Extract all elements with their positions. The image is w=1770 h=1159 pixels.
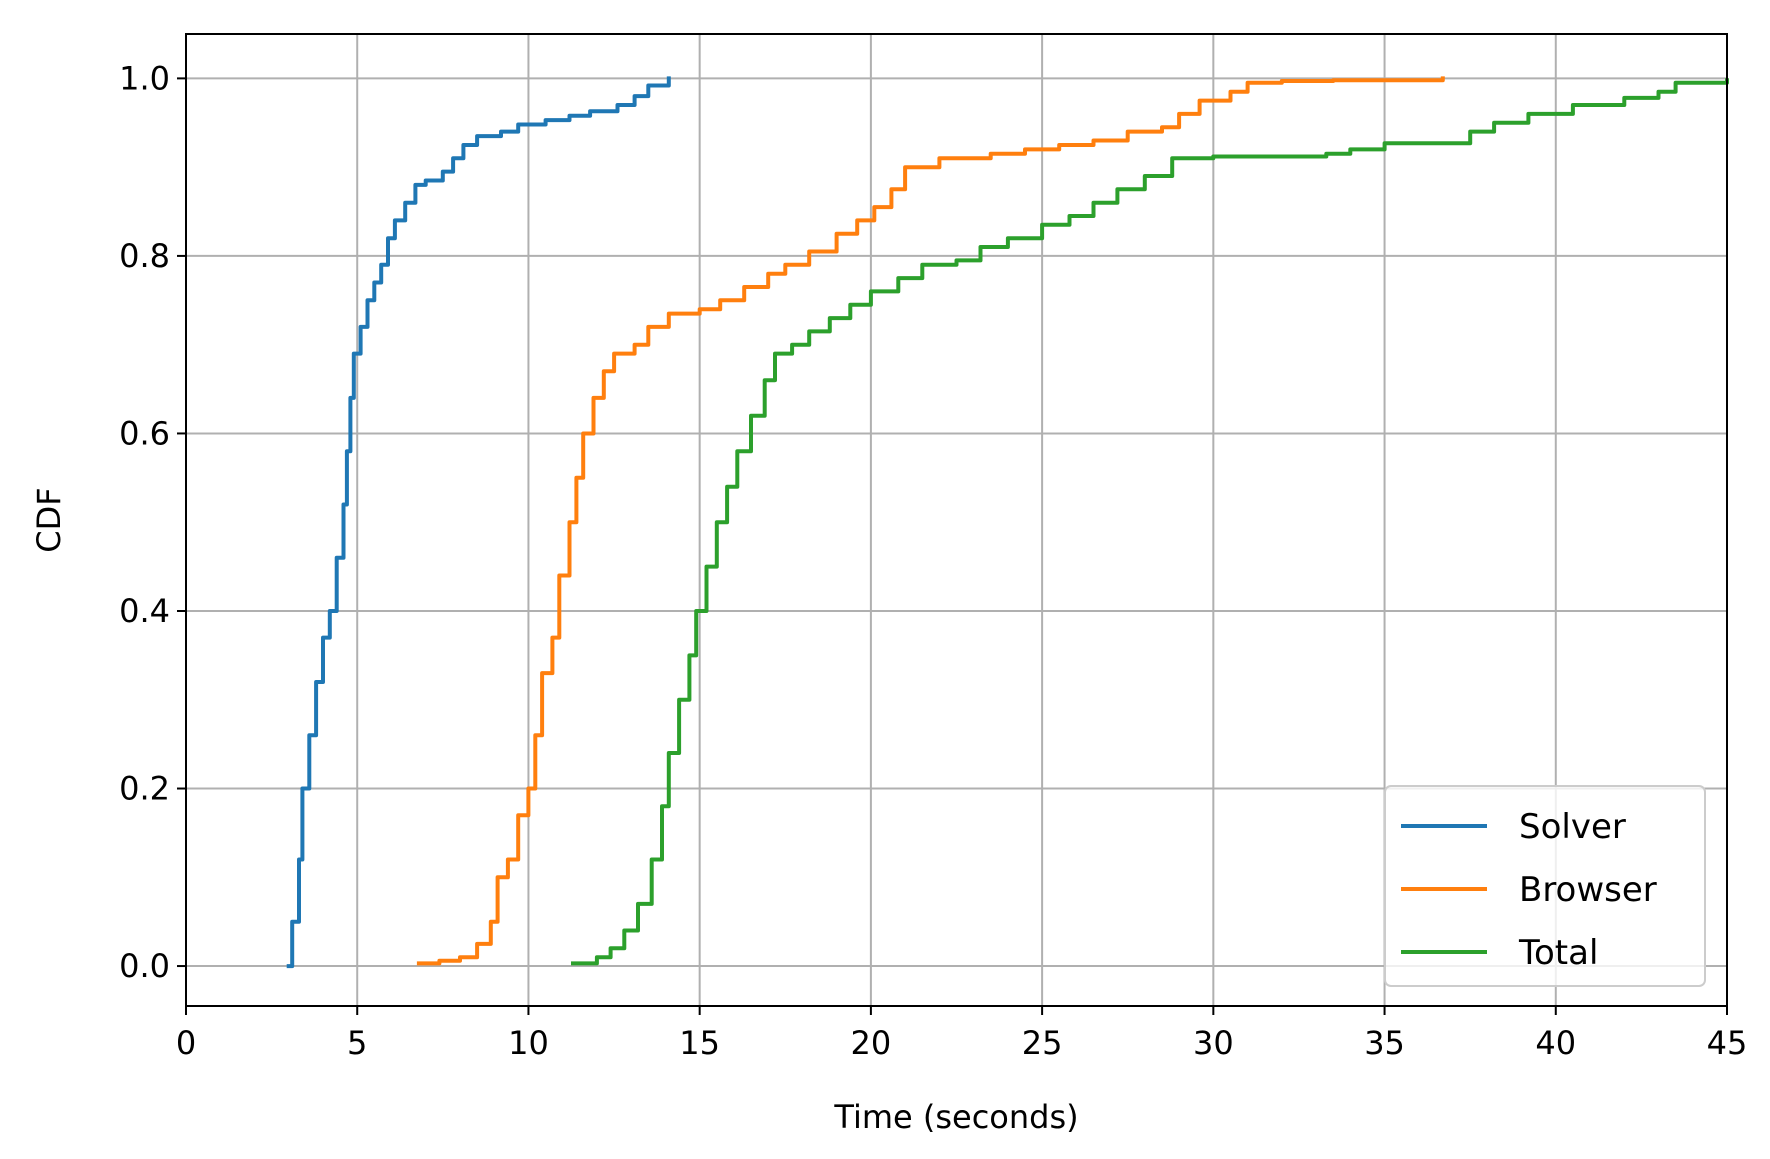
legend-box: [1384, 785, 1706, 987]
y-tick-label: 0.8: [119, 237, 170, 275]
y-axis-label: CDF: [30, 487, 68, 552]
y-tick-label: 1.0: [119, 59, 170, 97]
legend-label-browser: Browser: [1519, 870, 1657, 910]
x-tick-label: 10: [508, 1024, 549, 1062]
y-tick-label: 0.4: [119, 592, 170, 630]
axis-ticks: 0 5 10 15 20 25 30 35 40 45 0.0 0.2 0.4 0.6 0.8 1.0: [119, 59, 1747, 1062]
plot-frame: [185, 33, 1728, 1007]
x-tick-label: 15: [679, 1024, 720, 1062]
x-tick-label: 30: [1193, 1024, 1234, 1062]
series-line-browser: [416, 76, 1445, 966]
x-tick-label: 40: [1535, 1024, 1576, 1062]
legend-label-solver: Solver: [1519, 807, 1626, 847]
x-tick-label: 45: [1707, 1024, 1748, 1062]
x-axis-label: Time (seconds): [833, 1098, 1078, 1136]
y-tick-label: 0.6: [119, 414, 170, 452]
series-line-solver: [286, 76, 671, 969]
x-tick-label: 25: [1022, 1024, 1063, 1062]
x-tick-label: 20: [851, 1024, 892, 1062]
x-tick-label: 5: [347, 1024, 367, 1062]
y-tick-label: 0.2: [119, 770, 170, 808]
y-tick-label: 0.0: [119, 947, 170, 985]
x-tick-label: 0: [176, 1024, 196, 1062]
legend-label-total: Total: [1518, 933, 1598, 973]
series-lines: [286, 76, 1729, 969]
legend: Solver Browser Total: [1384, 785, 1706, 987]
x-tick-label: 35: [1364, 1024, 1405, 1062]
series-line-total: [571, 78, 1729, 966]
